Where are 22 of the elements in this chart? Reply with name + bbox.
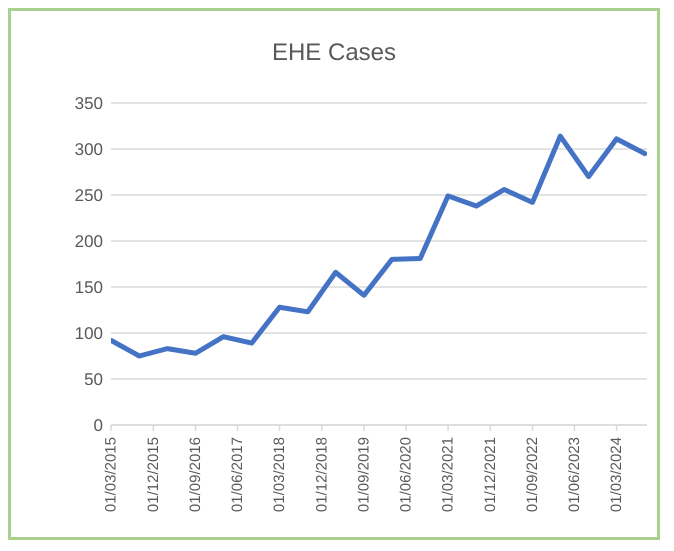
x-tick-label: 01/12/2021 <box>482 437 499 512</box>
y-tick-label: 150 <box>74 278 103 298</box>
x-tick-label: 01/09/2016 <box>187 437 204 512</box>
y-tick-label: 50 <box>84 370 103 390</box>
x-tick-label: 01/03/2021 <box>440 437 457 512</box>
y-tick-label: 100 <box>74 324 103 344</box>
x-tick-label: 01/06/2023 <box>566 437 584 512</box>
x-tick-label: 01/12/2018 <box>313 437 330 512</box>
y-tick-label: 350 <box>74 94 103 114</box>
x-tick-label: 01/03/2024 <box>608 437 626 512</box>
x-tick-label: 01/03/2015 <box>102 437 120 512</box>
y-tick-label: 200 <box>74 232 103 252</box>
y-tick-label: 0 <box>94 416 103 436</box>
x-tick-label: 01/09/2019 <box>356 437 373 512</box>
x-tick-label: 01/09/2022 <box>524 437 542 512</box>
y-tick-label: 300 <box>74 140 103 160</box>
x-tick-label: 01/06/2020 <box>398 437 415 512</box>
x-tick-label: 01/12/2015 <box>144 437 162 512</box>
chart-title: EHE Cases <box>270 39 398 68</box>
x-tick-label: 01/03/2018 <box>271 437 288 512</box>
y-tick-label: 250 <box>74 186 103 206</box>
x-tick-label: 01/06/2017 <box>229 437 246 512</box>
